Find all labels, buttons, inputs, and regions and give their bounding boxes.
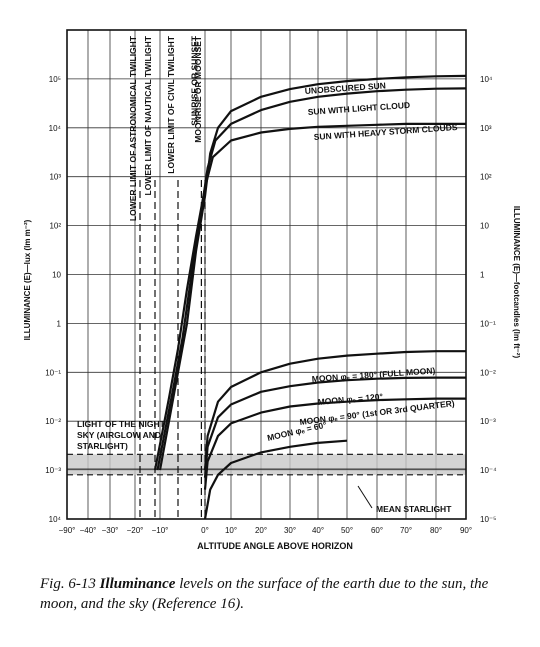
mean-starlight-leader [357, 485, 373, 509]
illuminance-chart: LOWER LIMIT OF ASTRONOMICAL TWILIGHT LOWE… [23, 29, 521, 551]
y-tick-label-left: 10² [49, 222, 61, 231]
night-sky-label-line: LIGHT OF THE NIGHT [77, 419, 166, 429]
y-tick-label-left: 1 [57, 319, 62, 328]
series-line [158, 74, 467, 471]
x-tick-label: −40° [80, 526, 97, 535]
caption-lead: Fig. 6-13 [40, 576, 100, 592]
series-layer [153, 74, 467, 520]
night-sky-label: LIGHT OF THE NIGHT SKY (AIRGLOW AND STARLI… [77, 419, 166, 451]
x-tick-label: 90° [460, 526, 472, 535]
y-tick-label-right: 10⁻³ [480, 417, 496, 426]
x-axis-label: ALTITUDE ANGLE ABOVE HORIZON [197, 541, 353, 551]
figure-caption: Fig. 6-13 Illuminance levels on the surf… [40, 574, 520, 614]
y-tick-label-left: 10 [52, 271, 61, 280]
night-sky-label-line: SKY (AIRGLOW AND [77, 430, 161, 440]
x-tick-label: −30° [102, 526, 119, 535]
x-tick-label: −20° [127, 526, 144, 535]
night-sky-label-line: STARLIGHT) [77, 441, 128, 451]
series-line [153, 122, 466, 471]
y-tick-label-left: 10⁻¹ [45, 368, 61, 377]
tick-labels: −90° −40° −30° −20° −10° 0° 10° 20° 30° 40° 50° 60°… [45, 75, 497, 535]
twilight-marker-label: LOWER LIMIT OF CIVIL TWILIGHT [166, 35, 176, 174]
right-axis-label: ILLUMINANCE (E)—footcandles (lm ft⁻²) [512, 206, 521, 359]
x-tick-label: 30° [284, 526, 296, 535]
mean-starlight-label: MEAN STARLIGHT [376, 504, 452, 514]
x-tick-label: 10° [225, 526, 237, 535]
series-line [156, 87, 467, 471]
caption-rest: levels on the surface of the earth due t… [40, 576, 489, 612]
twilight-marker-label: LOWER LIMIT OF ASTRONOMICAL TWILIGHT [128, 35, 138, 221]
x-tick-label: 40° [312, 526, 324, 535]
series-line [203, 350, 466, 471]
y-tick-label-right: 10³ [480, 124, 492, 133]
y-tick-label-left: 10⁴ [49, 515, 62, 524]
y-tick-label-right: 10⁴ [480, 75, 493, 84]
twilight-marker-label: LOWER LIMIT OF NAUTICAL TWILIGHT [143, 35, 153, 195]
x-tick-label: 60° [371, 526, 383, 535]
series-label: MOON φₑ = 60° [266, 419, 328, 443]
x-tick-label: 50° [341, 526, 353, 535]
y-tick-label-right: 10⁻² [480, 368, 496, 377]
twilight-marker-label: MOONRISE OR MOONSET [193, 35, 203, 143]
x-tick-label: 0° [201, 526, 209, 535]
y-tick-label-right: 10⁻⁵ [480, 515, 496, 524]
series-label: MOON φₑ = 180° (FULL MOON) [311, 365, 435, 384]
y-tick-label-left: 10⁴ [49, 124, 62, 133]
series-line [203, 376, 466, 478]
x-tick-label: 80° [430, 526, 442, 535]
x-tick-label: 20° [255, 526, 267, 535]
x-tick-label: −10° [152, 526, 169, 535]
x-tick-label: −90° [59, 526, 76, 535]
twilight-marker-label: SUNRISE OR SUNSET [189, 35, 199, 126]
y-tick-label-right: 10 [480, 222, 489, 231]
series-line [203, 439, 348, 520]
series-line [203, 397, 466, 490]
y-tick-label-right: 10² [480, 173, 492, 182]
night-sky-band [67, 453, 466, 476]
y-tick-label-left: 10³ [49, 173, 61, 182]
y-tick-label-left: 10⁻² [45, 417, 61, 426]
series-label: SUN WITH LIGHT CLOUD [307, 100, 410, 117]
y-tick-label-right: 10⁻⁴ [480, 466, 497, 475]
series-label: MOON φₑ = 120° [317, 391, 384, 407]
left-axis-label: ILLUMINANCE (E)—lux (lm m⁻²) [23, 219, 32, 340]
y-tick-label-right: 10⁻¹ [480, 319, 496, 328]
plot-frame [66, 29, 467, 520]
y-tick-label-right: 1 [480, 271, 485, 280]
caption-bold: Illuminance [99, 576, 176, 592]
x-tick-label: 70° [400, 526, 412, 535]
y-tick-label-left: 10⁵ [49, 75, 61, 84]
y-tick-label-left: 10⁻³ [45, 466, 61, 475]
night-sky-shading [67, 454, 466, 475]
